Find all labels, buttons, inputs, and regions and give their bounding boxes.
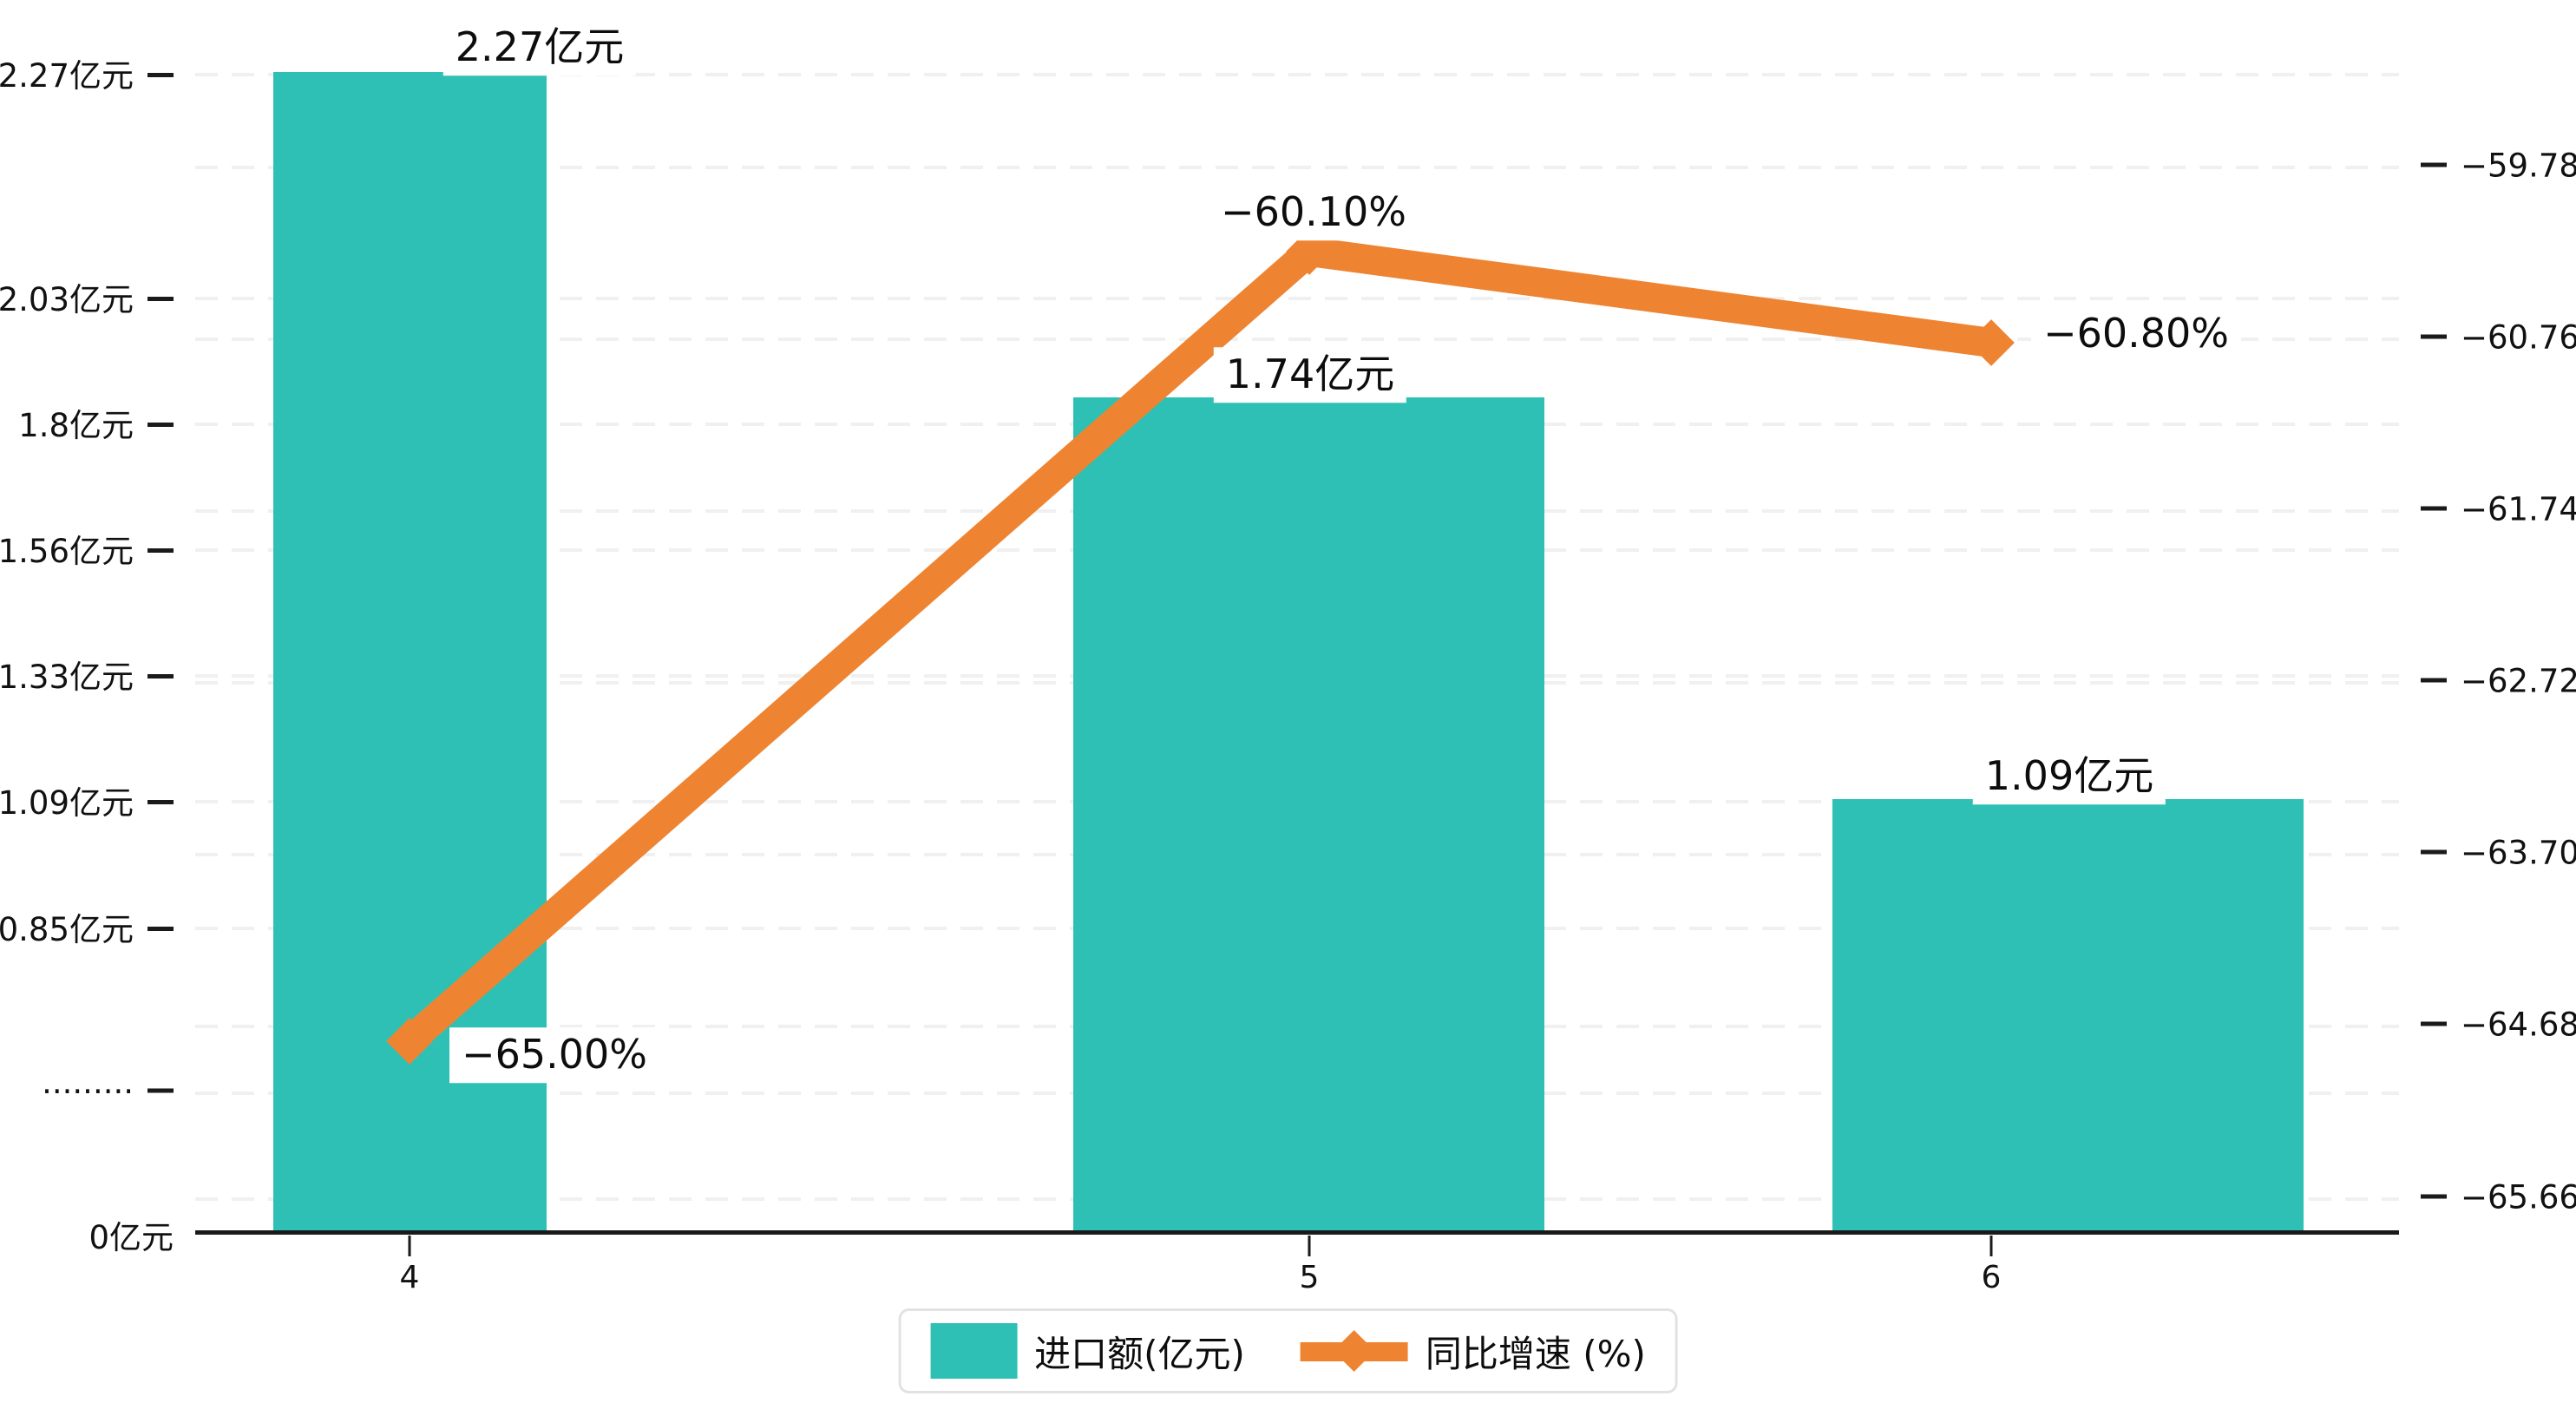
legend-item-growth-rate[interactable]: 同比增速 (%) (1300, 1323, 1646, 1379)
right-axis-tick-3: −62.72 (2421, 663, 2576, 700)
bar-label-6: 1.09亿元 (1972, 749, 2166, 804)
left-axis-tick-label-6: 1.8亿元 (18, 407, 134, 444)
left-axis-tick-label-7: 2.03亿元 (0, 281, 134, 318)
line-label-4: −65.00% (449, 1027, 659, 1083)
x-tick-label-6: 6 (1981, 1260, 2002, 1295)
tick-dash-icon (147, 297, 174, 301)
left-axis-tick-label-3: 1.09亿元 (0, 784, 134, 822)
bar-swatch-icon (930, 1323, 1018, 1379)
left-axis-tick-3: 1.09亿元 (0, 777, 174, 823)
diamond-marker-icon (1333, 1329, 1375, 1373)
left-axis-tick-5: 1.56亿元 (0, 525, 174, 572)
tick-dash-icon (147, 423, 174, 427)
x-tick-mark-5 (1308, 1236, 1311, 1256)
right-axis-tick-6: −59.78 (2421, 148, 2576, 185)
right-axis-tick-5: −60.76 (2421, 319, 2576, 357)
tick-dash-icon (2421, 678, 2447, 683)
left-axis-tick-6: 1.8亿元 (18, 399, 174, 446)
tick-dash-icon (2421, 849, 2447, 855)
left-axis-tick-8: 2.27亿元 (0, 49, 174, 96)
left-axis-tick-label-4: 1.33亿元 (0, 659, 134, 696)
legend-label-growth-rate: 同比增速 (%) (1425, 1332, 1646, 1375)
x-tick-label-5: 5 (1299, 1260, 1320, 1295)
left-axis-tick-4: 1.33亿元 (0, 651, 174, 698)
bar-label-5: 1.74亿元 (1213, 347, 1407, 403)
line-label-6: −60.80% (2031, 306, 2241, 362)
left-axis-tick-label-5: 1.56亿元 (0, 533, 134, 570)
left-axis-tick-7: 2.03亿元 (0, 273, 174, 320)
right-axis-tick-label-0: −65.66 (2461, 1178, 2576, 1216)
right-axis-tick-label-1: −64.68 (2461, 1006, 2576, 1044)
tick-dash-icon (2421, 162, 2447, 167)
tick-dash-icon (2421, 506, 2447, 511)
left-axis-tick-2: 0.85亿元 (0, 903, 174, 950)
chart-legend: 进口额(亿元) 同比增速 (%) (898, 1308, 1678, 1393)
tick-dash-icon (147, 800, 174, 804)
tick-dash-icon (147, 73, 174, 77)
tick-dash-icon (147, 674, 174, 678)
gridline (195, 166, 2399, 169)
tick-dash-icon (147, 1088, 174, 1093)
left-axis-tick-0: 0亿元 (88, 1211, 174, 1258)
line-diamond-swatch-icon (1300, 1323, 1408, 1379)
tick-dash-icon (2421, 1021, 2447, 1026)
x-tick-label-4: 4 (399, 1260, 420, 1295)
x-axis-line (195, 1230, 2399, 1235)
gridline (195, 73, 2399, 76)
x-tick-mark-6 (1989, 1236, 1993, 1256)
tick-dash-icon (2421, 1194, 2447, 1199)
right-axis-tick-label-2: −63.70 (2461, 834, 2576, 872)
right-axis-tick-1: −64.68 (2421, 1006, 2576, 1044)
left-axis-tick-label-8: 2.27亿元 (0, 57, 134, 95)
left-axis-tick-label-1: ········· (42, 1072, 134, 1111)
legend-item-import-value[interactable]: 进口额(亿元) (930, 1323, 1245, 1379)
tick-dash-icon (147, 927, 174, 931)
tick-dash-icon (2421, 334, 2447, 339)
right-axis-tick-label-6: −59.78 (2461, 147, 2576, 185)
legend-label-import-value: 进口额(亿元) (1034, 1332, 1245, 1375)
x-tick-mark-4 (408, 1236, 411, 1256)
left-axis-tick-label-0: 0亿元 (88, 1219, 174, 1256)
bar-label-4: 2.27亿元 (442, 20, 637, 75)
left-axis-tick-1: ········· (42, 1073, 174, 1111)
bar-6[interactable] (1832, 799, 2304, 1235)
right-axis-tick-2: −63.70 (2421, 835, 2576, 872)
right-axis-tick-0: −65.66 (2421, 1179, 2576, 1216)
right-axis-tick-label-5: −60.76 (2461, 318, 2576, 357)
right-axis-tick-label-3: −62.72 (2461, 662, 2576, 700)
right-axis-tick-label-4: −61.74 (2461, 490, 2576, 528)
right-axis-tick-4: −61.74 (2421, 491, 2576, 528)
line-label-5: −60.10% (1209, 185, 1419, 240)
left-axis-tick-label-2: 0.85亿元 (0, 911, 134, 948)
bar-5[interactable] (1073, 397, 1544, 1235)
tick-dash-icon (147, 548, 174, 553)
